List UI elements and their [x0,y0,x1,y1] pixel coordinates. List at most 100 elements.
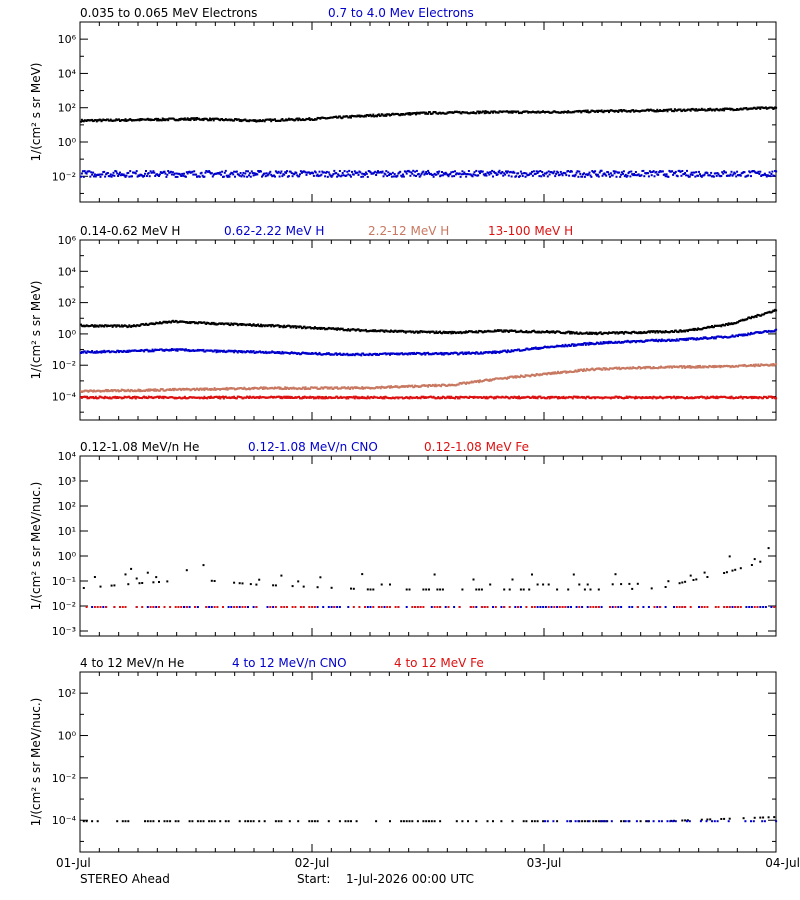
data-point [193,170,196,173]
data-point [384,113,387,116]
data-point [464,331,467,334]
data-point [316,606,319,608]
data-point [348,169,351,172]
data-point [188,606,191,608]
data-point [775,309,778,312]
data-point [287,117,290,120]
data-point [655,110,658,113]
data-point [677,331,680,334]
data-point [632,174,635,177]
data-point [302,397,305,399]
data-point [297,580,300,583]
data-point [404,331,407,334]
data-point [405,172,408,175]
data-point [318,351,321,354]
data-point [376,171,378,174]
data-point [497,111,500,114]
data-point [683,108,686,111]
data-point [587,343,590,346]
data-point [578,583,581,586]
data-point [673,331,675,333]
data-point [121,351,124,353]
data-point [731,174,734,177]
data-point [155,117,158,120]
data-point [315,386,318,389]
data-point [138,390,141,393]
data-point [270,325,273,328]
data-point [616,331,619,334]
data-point [753,558,756,561]
data-point [216,349,219,352]
data-point [587,332,590,335]
data-point [771,310,774,313]
data-point [423,351,426,354]
data-point [561,397,564,400]
data-point [453,606,456,608]
data-point [381,113,384,116]
data-point [340,174,343,177]
data-point [179,173,182,176]
data-point [406,386,409,388]
data-point [283,173,286,176]
data-point [389,583,391,586]
data-point [467,397,470,399]
data-point [252,350,255,353]
data-point [274,118,276,121]
data-point [537,170,540,173]
data-point [580,111,583,114]
data-point [174,349,177,352]
data-point [342,174,345,177]
data-point [240,396,243,399]
data-point [360,397,363,399]
data-point [715,395,718,398]
data-point [707,108,710,110]
data-point [218,395,221,398]
data-point [485,174,488,177]
data-point [574,369,577,372]
data-point [432,175,435,178]
data-point [513,171,516,174]
series-2-2 [80,328,778,357]
data-point [581,175,584,178]
data-point [573,175,576,178]
data-point [484,172,487,175]
data-point [252,323,255,326]
data-point [439,588,442,591]
data-point [730,170,733,173]
data-point [528,173,531,176]
data-point [518,395,520,398]
data-point [118,118,120,121]
data-point [146,606,149,608]
data-point [314,171,317,174]
data-point [242,387,245,390]
data-point [240,350,243,353]
data-point [514,375,517,378]
data-point [679,170,682,173]
y-axis-label: 1/(cm² s sr MeV) [29,63,43,162]
data-point [771,106,774,109]
data-point [322,387,325,390]
data-point [222,397,225,400]
data-point [757,170,760,173]
data-point [412,330,415,333]
data-point [684,366,687,369]
data-point [114,119,117,122]
data-point [753,365,756,368]
data-point [612,170,615,173]
data-point [158,322,160,325]
data-point [750,397,753,400]
data-point [521,175,524,177]
data-point [283,324,286,327]
data-point [364,115,367,118]
data-point [376,115,378,118]
data-point [752,397,755,399]
data-point [427,112,430,115]
data-point [506,171,508,174]
data-point [263,120,266,123]
data-point [630,332,633,335]
data-point [345,397,348,400]
data-point [109,173,112,176]
data-point [475,169,478,172]
data-point [312,396,314,399]
